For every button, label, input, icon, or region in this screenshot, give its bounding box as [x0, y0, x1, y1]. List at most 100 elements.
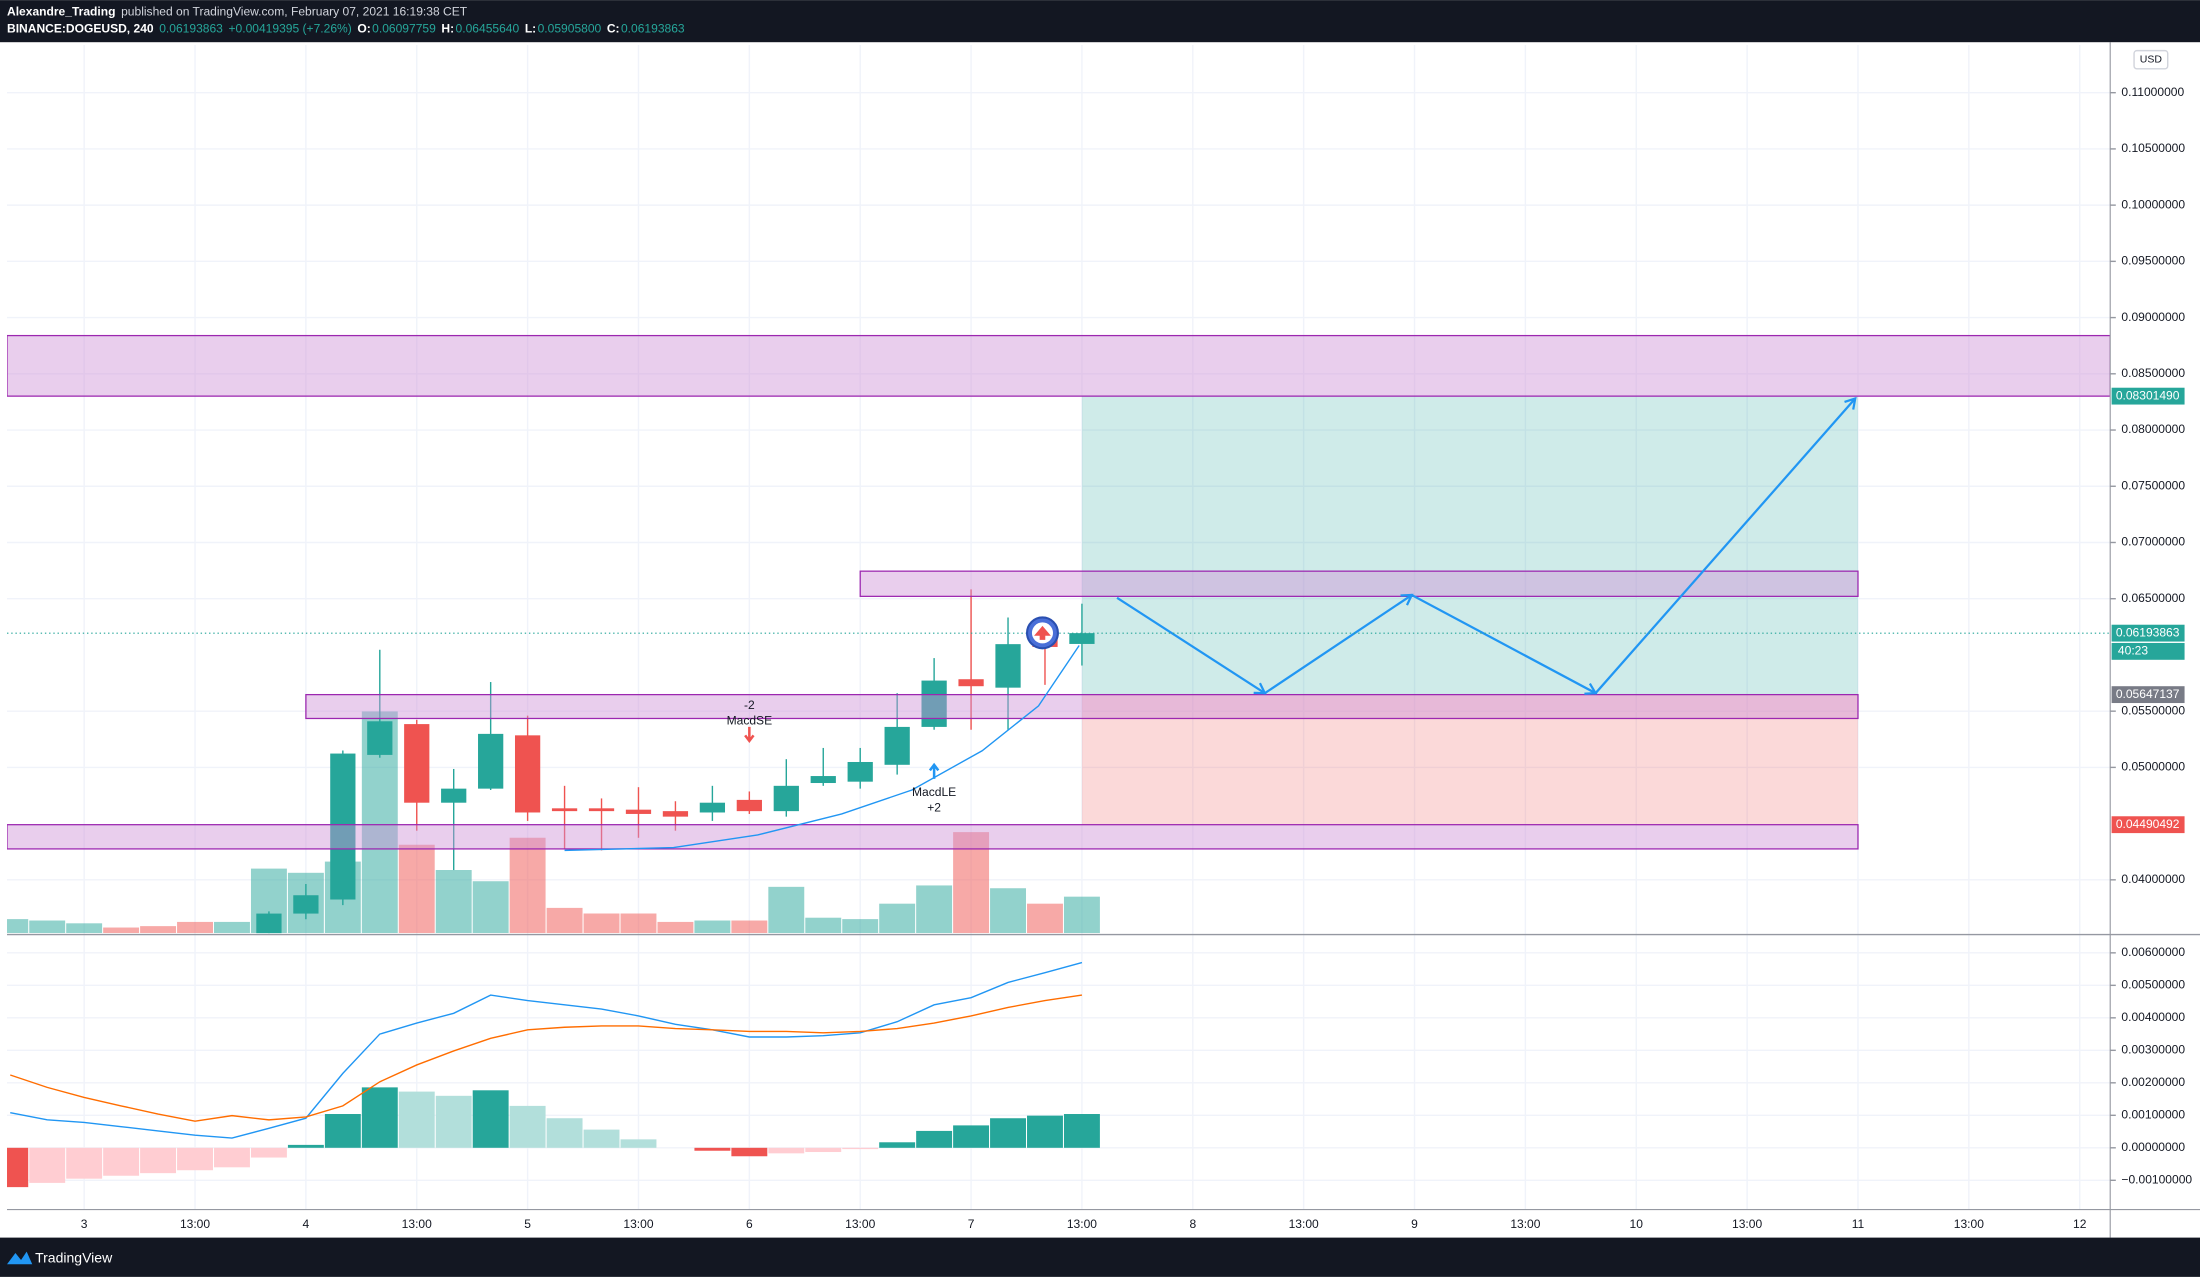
zone — [7, 824, 1859, 850]
y-tick-label: 0.10500000 — [2121, 141, 2185, 155]
currency-button[interactable] — [2133, 49, 2169, 70]
candle-body — [588, 808, 615, 812]
histogram-bar — [287, 1144, 324, 1148]
price-label-box — [2111, 387, 2185, 405]
volume-bar — [842, 919, 879, 934]
candle-body — [773, 785, 799, 812]
y-tick-label: 0.00500000 — [2121, 978, 2185, 992]
histogram-bar — [768, 1147, 805, 1154]
y-tick-label: 0.00000000 — [2121, 1140, 2185, 1154]
x-tick-label: 6 — [746, 1217, 753, 1231]
arrow-head — [1253, 682, 1267, 695]
candle-body — [995, 644, 1021, 688]
currency-label[interactable]: USD — [2140, 54, 2163, 66]
volume-bar — [805, 917, 842, 934]
change: +0.00419395 (+7.26%) — [229, 22, 352, 36]
volume-bar — [509, 837, 546, 934]
candle-body — [662, 811, 689, 817]
ohlc-value: 0.06097759 — [372, 22, 436, 36]
histogram-bar — [1027, 1115, 1063, 1148]
histogram-bar — [472, 1090, 509, 1148]
candle-body — [441, 788, 467, 803]
y-tick-label: 0.09500000 — [2121, 254, 2185, 268]
axes: 3 13:00 4 13:00 5 13:00 6 13:00 7 13:00 8 13:00 9 13:… — [81, 85, 2193, 1231]
x-tick-label: 13:00 — [1067, 1217, 1097, 1231]
ohlc-value: 0.06455640 — [456, 22, 520, 36]
position-loss — [1081, 694, 1858, 825]
histogram-bar — [953, 1125, 990, 1148]
volume-bar — [990, 888, 1026, 934]
y-tick-label: 0.09000000 — [2121, 310, 2185, 324]
logo-shape — [1034, 625, 1051, 640]
x-tick-label: 7 — [968, 1217, 975, 1231]
x-tick-label: 13:00 — [623, 1217, 653, 1231]
ohlc-value: 0.05905800 — [538, 22, 602, 36]
candle-body — [847, 761, 873, 782]
histogram-bar — [509, 1105, 546, 1148]
y-tick-label: 0.07000000 — [2121, 535, 2185, 549]
volume-bar — [214, 921, 250, 934]
price-label: 0.04490492 — [2116, 817, 2180, 831]
ohlc-label: H: — [441, 22, 454, 36]
price-label-box — [2111, 816, 2185, 834]
signal-label: MacdSE — [727, 713, 773, 727]
histogram-bar — [694, 1147, 731, 1151]
y-tick-label: 0.00300000 — [2121, 1043, 2185, 1057]
header-bar — [0, 0, 2200, 43]
ohlc-label: L: — [525, 22, 536, 36]
y-tick-label: 0.00200000 — [2121, 1075, 2185, 1089]
volume-bar — [1027, 903, 1063, 934]
volume-bar — [657, 921, 694, 934]
volume-bar — [879, 903, 916, 934]
x-tick-label: 8 — [1189, 1217, 1196, 1231]
x-tick-label: 13:00 — [845, 1217, 875, 1231]
ohlc-label: O: — [357, 22, 370, 36]
histogram-bar — [1063, 1114, 1100, 1148]
candle-body — [367, 721, 393, 755]
y-tick-label: 0.08000000 — [2121, 422, 2185, 436]
x-tick-label: 13:00 — [1510, 1217, 1540, 1231]
zone — [859, 570, 1859, 597]
symbol-line: BINANCE:DOGEUSD, 240 0.06193863 +0.0041939… — [7, 22, 685, 36]
histogram-bar — [731, 1147, 768, 1157]
volume-bar — [768, 886, 805, 934]
signal-label: MacdLE — [912, 785, 956, 799]
candle-body — [551, 808, 578, 812]
histogram-bar — [879, 1142, 916, 1148]
y-tick-label: 0.05500000 — [2121, 703, 2185, 717]
signal-label: -2 — [744, 698, 755, 712]
y-tick-label: 0.08500000 — [2121, 366, 2185, 380]
x-tick-label: 13:00 — [1954, 1217, 1984, 1231]
histogram-bar — [324, 1114, 361, 1148]
histogram-bar — [398, 1091, 435, 1148]
histogram-bar — [435, 1095, 472, 1148]
histogram-bar — [177, 1147, 213, 1171]
candle-body — [958, 679, 984, 687]
candle-body — [330, 753, 356, 900]
candle-body — [699, 802, 726, 813]
candle-body — [478, 733, 504, 789]
candle-body — [921, 680, 947, 727]
candle-body — [404, 724, 430, 803]
volume-bar — [435, 870, 472, 934]
x-tick-label: 13:00 — [180, 1217, 210, 1231]
volume-bar — [7, 919, 29, 934]
symbol: BINANCE:DOGEUSD, 240 — [7, 22, 154, 36]
histogram-bar — [66, 1147, 103, 1179]
x-tick-label: 13:00 — [1732, 1217, 1762, 1231]
arrow-head — [1844, 396, 1857, 410]
drawing-line — [564, 645, 1080, 852]
candle-body — [514, 735, 541, 813]
volume-bar — [1063, 896, 1100, 934]
x-tick-label: 3 — [81, 1217, 88, 1231]
price-label: 0.05647137 — [2116, 687, 2180, 701]
arrow-head — [1400, 593, 1414, 606]
y-tick-label: 0.06500000 — [2121, 591, 2185, 605]
volume-bar — [731, 920, 768, 934]
signal-arrow — [928, 762, 940, 779]
y-tick-label: 0.05000000 — [2121, 760, 2185, 774]
histogram-bar — [103, 1147, 140, 1176]
volume-bar — [66, 923, 103, 934]
